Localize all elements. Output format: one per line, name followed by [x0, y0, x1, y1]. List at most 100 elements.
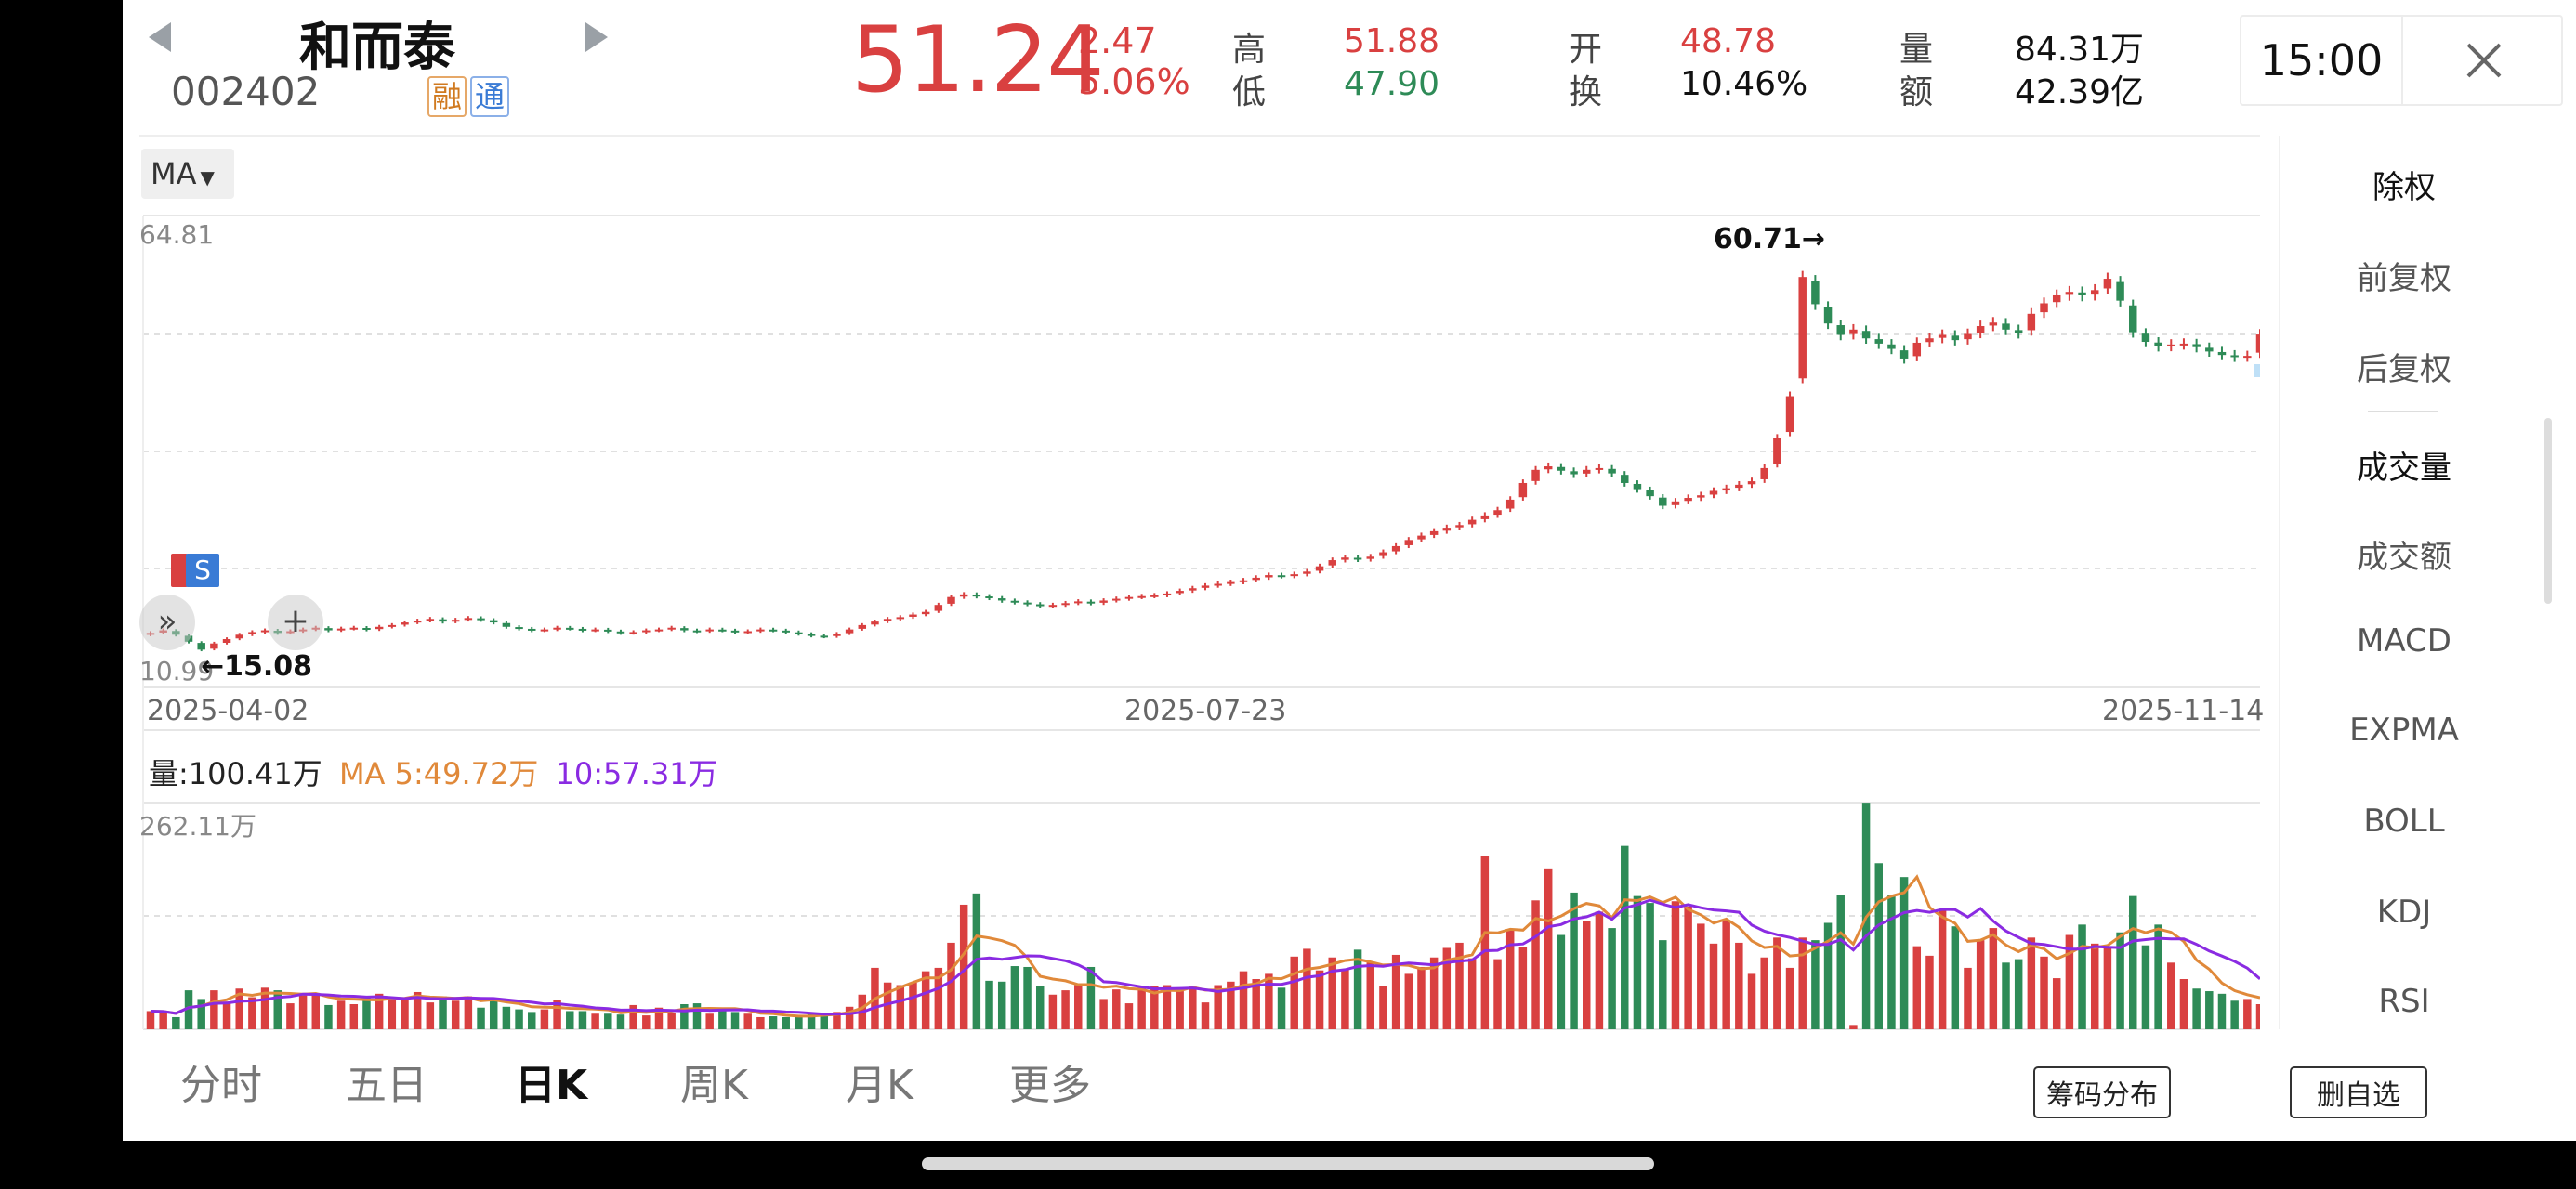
candle-body: [413, 621, 422, 623]
connect-badge: 通: [470, 76, 509, 117]
tab-daily-k[interactable]: 日K: [515, 1062, 588, 1109]
candle-body: [1010, 600, 1019, 603]
turnover-value: 10.46%: [1680, 65, 1808, 103]
volume-bar: [388, 997, 397, 1029]
ma-dropdown-label: MA: [151, 156, 197, 191]
sidebar-item-turnover-amount[interactable]: 成交额: [2357, 539, 2451, 576]
crosshair-icon[interactable]: +: [268, 594, 323, 650]
chip-distribution-button[interactable]: 筹码分布: [2033, 1066, 2171, 1118]
sidebar-item-boll[interactable]: BOLL: [2363, 803, 2445, 840]
tab-monthly-k[interactable]: 月K: [846, 1062, 913, 1109]
volume-bar: [235, 988, 243, 1029]
candle-body: [2129, 305, 2137, 333]
sidebar-item-forward-adjust[interactable]: 前复权: [2357, 260, 2451, 297]
candle-body: [388, 624, 397, 627]
candle-body: [1735, 484, 1743, 489]
volume-bar: [426, 1002, 435, 1029]
next-stock-arrow-icon[interactable]: [585, 22, 608, 52]
sidebar-item-ex-rights[interactable]: 除权: [2372, 169, 2436, 206]
prev-stock-arrow-icon[interactable]: [149, 22, 171, 52]
volume-bar: [1035, 986, 1045, 1029]
volume-bar: [667, 1013, 676, 1029]
tab-more[interactable]: 更多: [1009, 1062, 1091, 1109]
candle-body: [2243, 356, 2252, 359]
volume-bar: [680, 1004, 689, 1029]
volume-bar: [1048, 994, 1058, 1029]
volume-bar: [1341, 969, 1349, 1029]
volume-bar: [1189, 986, 1197, 1029]
candle-body: [2027, 313, 2036, 331]
tab-intraday[interactable]: 分时: [180, 1062, 262, 1109]
volume-bar: [769, 1016, 778, 1029]
volume-bar: [1836, 895, 1845, 1029]
candle-body: [1760, 467, 1768, 479]
price-change: 2.47: [1078, 20, 1157, 61]
volume-bar: [1252, 979, 1260, 1029]
sidebar-scrollbar[interactable]: [2544, 418, 2552, 604]
candle-body: [1861, 331, 1871, 339]
candle-body: [1659, 497, 1667, 506]
volume-bar: [1404, 973, 1413, 1029]
sidebar-item-kdj[interactable]: KDJ: [2376, 894, 2432, 931]
volume-bar: [515, 1009, 523, 1029]
volume-bar: [2065, 934, 2074, 1029]
candle-body: [1925, 338, 1934, 343]
volume-bar: [2192, 988, 2201, 1029]
candle-body: [782, 630, 790, 633]
sidebar-item-backward-adjust[interactable]: 后复权: [2357, 351, 2451, 388]
candle-body: [909, 614, 917, 617]
buy-flag: [171, 554, 188, 587]
candle-body: [1785, 396, 1794, 433]
collapse-chevron-icon[interactable]: »: [139, 594, 195, 650]
volume-bar: [528, 1012, 536, 1029]
tab-five-day[interactable]: 五日: [346, 1062, 427, 1109]
volume-bar: [997, 981, 1006, 1029]
volume-bar: [2027, 937, 2036, 1029]
volume-ma10-line: [150, 898, 2260, 1016]
home-indicator[interactable]: [922, 1157, 1654, 1170]
volume-bar: [1760, 957, 1768, 1029]
volume-bar: [286, 1003, 295, 1029]
candle-body: [616, 631, 625, 634]
candle-body: [1531, 469, 1540, 481]
volume-bar: [1925, 955, 1934, 1029]
sidebar-item-rsi[interactable]: RSI: [2378, 983, 2430, 1020]
kline-chart[interactable]: [123, 0, 2260, 1040]
volume-bar: [1023, 966, 1032, 1029]
candle-body: [1709, 490, 1718, 495]
time-button[interactable]: 15:00: [2259, 35, 2384, 85]
volume-bar: [1773, 937, 1781, 1029]
volume-bar: [1353, 949, 1362, 1029]
candle-body: [515, 627, 523, 630]
sidebar-item-volume[interactable]: 成交量: [2357, 450, 2451, 487]
close-icon[interactable]: [2403, 17, 2563, 104]
candle-body: [1035, 604, 1045, 607]
volume-bar: [782, 1016, 790, 1029]
volume-bar: [477, 1007, 485, 1029]
candle-body: [1633, 483, 1642, 490]
volume-bar: [642, 1015, 651, 1029]
candle-body: [769, 629, 778, 632]
sidebar-item-macd[interactable]: MACD: [2357, 622, 2451, 660]
candle-body: [477, 618, 485, 621]
volume-bar: [1455, 942, 1464, 1029]
candle-body: [959, 594, 968, 597]
candle-body: [705, 629, 714, 632]
ma-dropdown[interactable]: MA ▼: [141, 149, 234, 199]
volume-bar: [1061, 990, 1070, 1029]
peak-annotation: 60.71→: [1714, 223, 1826, 255]
candle-body: [1480, 515, 1490, 519]
volume-bar: [1989, 928, 1998, 1029]
volume-bar: [1493, 959, 1502, 1029]
sidebar-item-expma[interactable]: EXPMA: [2349, 712, 2459, 749]
candle-body: [1429, 530, 1439, 535]
volume-bar: [489, 998, 498, 1029]
volume-bar: [336, 1000, 346, 1029]
volume-bar: [2230, 1000, 2239, 1029]
volume-bar: [1239, 971, 1248, 1029]
remove-watchlist-button[interactable]: 删自选: [2290, 1066, 2427, 1118]
candle-body: [1099, 600, 1108, 603]
volume-bar: [1621, 845, 1629, 1029]
volume-bar: [820, 1013, 828, 1029]
tab-weekly-k[interactable]: 周K: [680, 1062, 748, 1109]
